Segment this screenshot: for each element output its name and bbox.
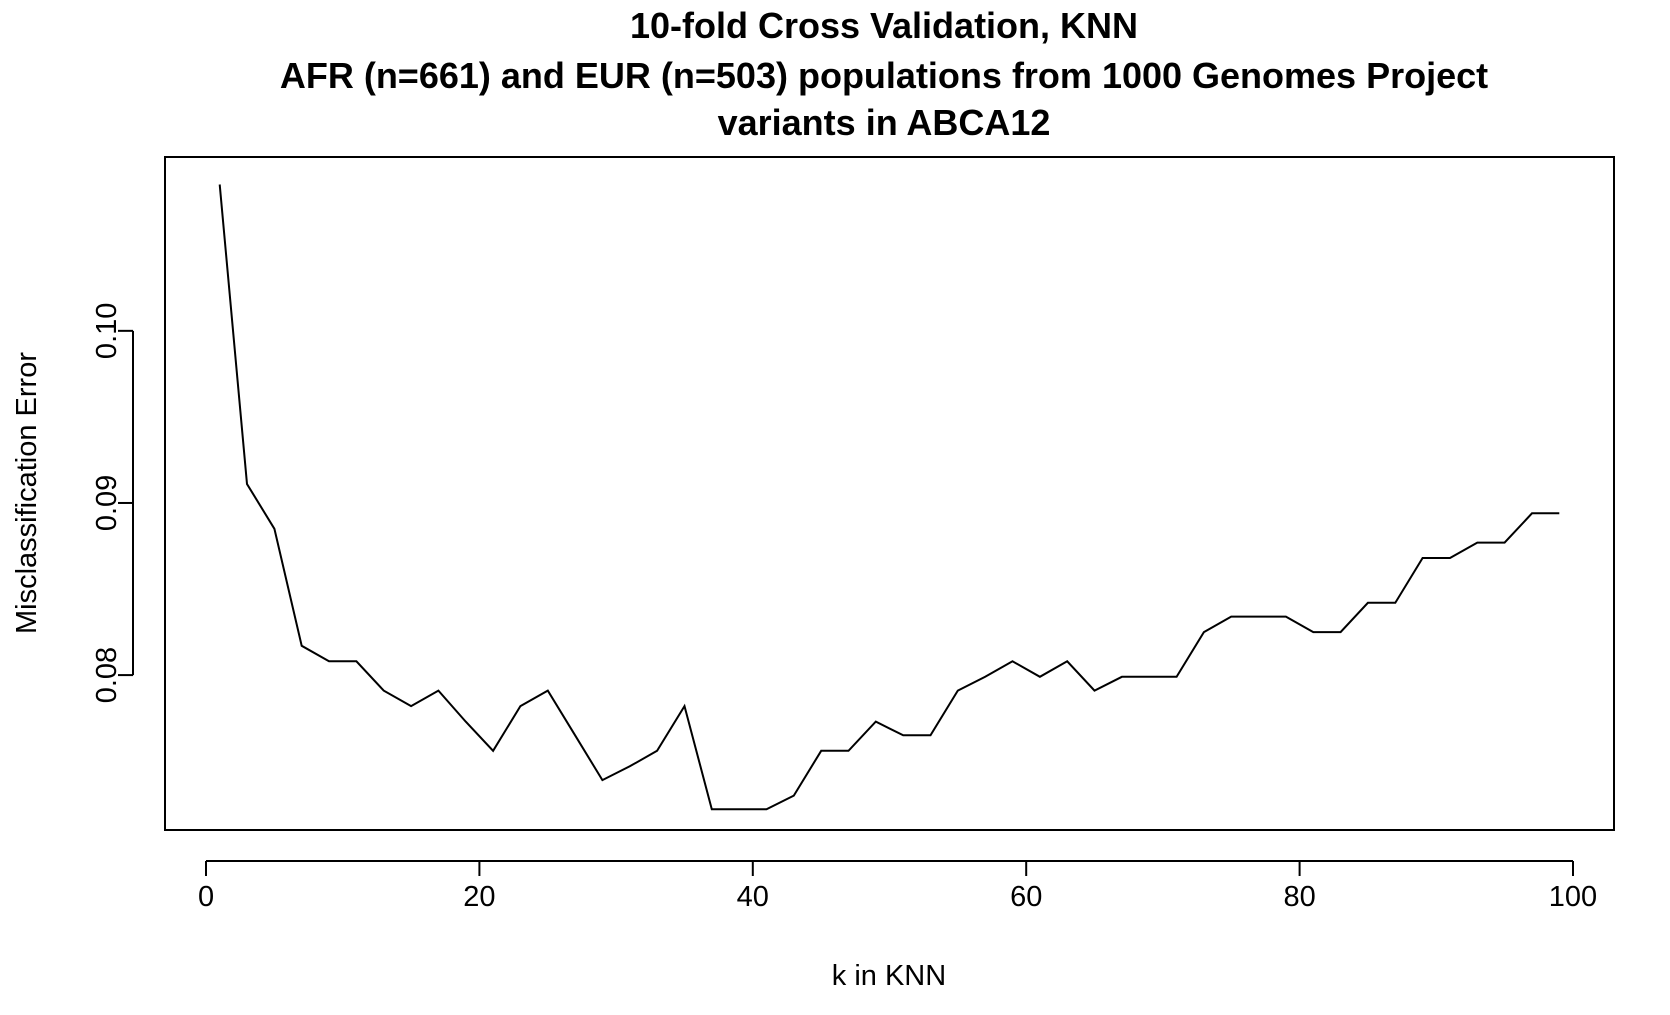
y-tick-label: 0.08 [91,647,123,703]
x-tick-label: 100 [1549,881,1597,913]
y-tick-label: 0.10 [91,303,123,359]
x-tick-label: 40 [737,881,769,913]
x-tick-label: 20 [463,881,495,913]
y-tick-label: 0.09 [91,475,123,531]
y-axis: 0.08 0.09 0.10 [91,303,134,703]
x-tick-label: 80 [1283,881,1315,913]
x-tick-label: 60 [1010,881,1042,913]
chart-title-line-3: variants in ABCA12 [718,102,1051,143]
series-line-1 [218,184,1560,811]
plot-frame [164,156,1615,831]
chart-title-line-1: 10-fold Cross Validation, KNN [630,5,1138,46]
y-axis-label: Misclassification Error [11,352,43,634]
chart-title-line-2: AFR (n=661) and EUR (n=503) populations … [280,55,1488,96]
x-tick-label: 0 [198,881,214,913]
x-axis-label: k in KNN [832,960,946,992]
series-layer [218,184,1560,811]
x-axis: 0 20 40 60 80 100 [198,860,1597,913]
